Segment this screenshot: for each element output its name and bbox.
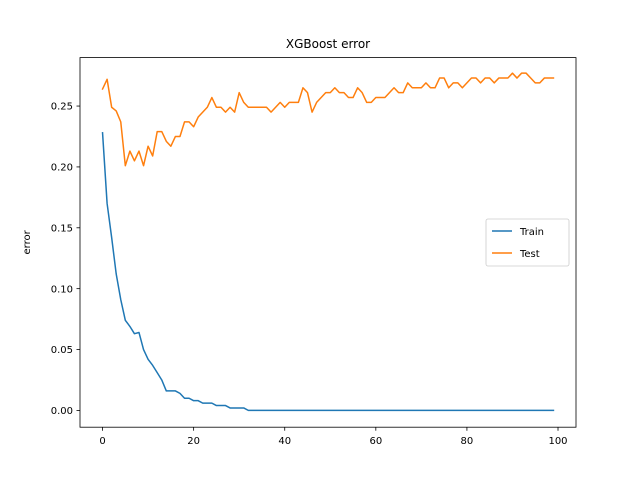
x-tick-label: 80 [461,436,474,447]
y-tick-label: 0.05 [51,345,73,356]
y-tick-label: 0.00 [51,406,73,417]
y-tick-label: 0.20 [51,163,73,174]
plot-area [101,72,555,412]
legend-label-train: Train [519,227,544,238]
chart-title: XGBoost error [286,37,370,51]
x-tick-label: 100 [548,436,567,447]
x-tick-label: 60 [369,436,382,447]
x-tick-label: 20 [187,436,200,447]
legend-label-test: Test [519,249,540,260]
x-tick-label: 40 [278,436,291,447]
series-line-train [101,132,555,412]
x-tick-label: 0 [99,436,105,447]
y-axis-label: error [22,229,33,254]
y-axis: 0.00 0.05 0.10 0.15 0.20 0.25 [51,102,80,417]
y-tick-label: 0.15 [51,223,73,234]
legend: Train Test [485,218,570,267]
series-line-test [101,72,555,167]
y-tick-label: 0.25 [51,102,73,113]
axes-frame [79,57,577,428]
x-axis: 0 20 40 60 80 100 [99,427,568,447]
y-tick-label: 0.10 [51,284,73,295]
